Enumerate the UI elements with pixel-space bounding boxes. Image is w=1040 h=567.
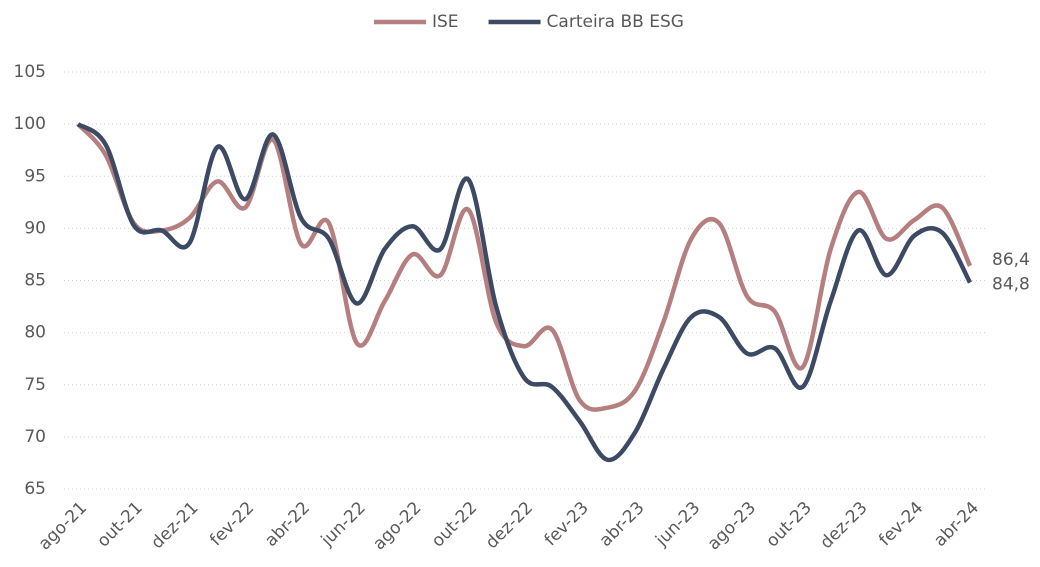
x-tick-label: dez-23 — [816, 498, 871, 553]
y-tick-label: 75 — [24, 375, 46, 395]
value-label: 86,4 — [992, 250, 1030, 270]
x-tick-label: dez-21 — [147, 498, 202, 553]
y-tick-label: 90 — [24, 218, 46, 238]
x-tick-label: fev-22 — [206, 498, 258, 550]
x-tick-label: abr-24 — [930, 498, 983, 551]
line — [76, 122, 973, 412]
x-tick-label: jun-22 — [317, 498, 370, 551]
x-tick-label: ago-21 — [35, 498, 91, 554]
legend-label: Carteira BB ESG — [547, 12, 684, 32]
x-tick-label: dez-22 — [482, 498, 537, 553]
x-tick-label: ago-23 — [704, 498, 760, 554]
x-tick-label: out-22 — [428, 498, 481, 551]
x-tick-label: abr-22 — [261, 498, 314, 551]
y-tick-label: 85 — [24, 271, 46, 291]
x-tick-label: ago-22 — [369, 498, 425, 554]
line — [76, 122, 972, 463]
y-tick-label: 100 — [14, 114, 46, 134]
y-tick-label: 105 — [14, 62, 46, 82]
x-tick-label: abr-23 — [596, 498, 649, 551]
y-tick-label: 65 — [24, 479, 46, 499]
x-tick-label: out-23 — [762, 498, 815, 551]
y-tick-label: 80 — [24, 323, 46, 343]
y-tick-label: 70 — [24, 427, 46, 447]
x-tick-label: jun-23 — [651, 498, 704, 551]
x-tick-label: fev-24 — [875, 498, 927, 550]
x-tick-label: out-21 — [93, 498, 146, 551]
value-label: 84,8 — [992, 275, 1030, 295]
y-tick-label: 95 — [24, 166, 46, 186]
x-tick-label: fev-23 — [541, 498, 593, 550]
legend-label: ISE — [432, 12, 459, 32]
